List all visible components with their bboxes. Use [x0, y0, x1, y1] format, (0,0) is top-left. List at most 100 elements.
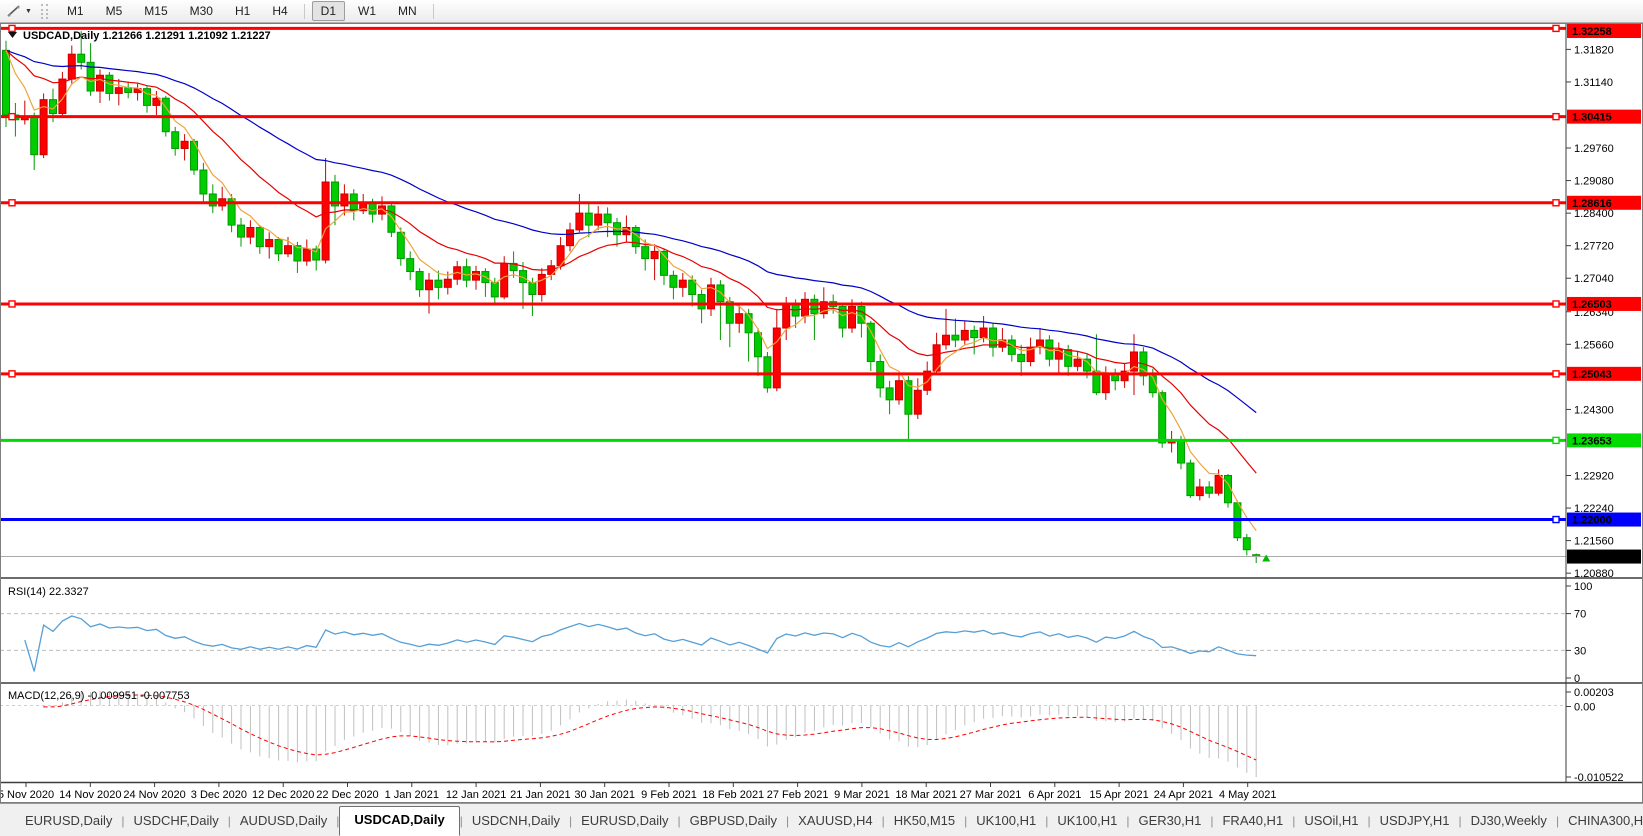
candle-body: [152, 97, 161, 106]
candle-body: [960, 329, 969, 341]
tab-xauusd-h4[interactable]: XAUUSD,H4: [798, 813, 873, 828]
tab-audusd-daily[interactable]: AUDUSD,Daily: [239, 813, 328, 828]
tab-usdjpy-h1[interactable]: USDJPY,H1: [1379, 813, 1450, 828]
candle-body: [227, 198, 236, 226]
tab-hk50-m15[interactable]: HK50,M15: [893, 813, 956, 828]
timeframe-button-h1[interactable]: H1: [234, 4, 251, 18]
tab-separator: |: [1210, 814, 1214, 828]
line-handle[interactable]: [8, 199, 16, 207]
line-price-label: 1.30415: [1572, 112, 1612, 124]
tab-uk100-h1[interactable]: UK100,H1: [976, 813, 1037, 828]
candle-body: [697, 294, 706, 310]
candle-body: [810, 298, 819, 315]
candle-body: [584, 212, 593, 226]
candle-body: [782, 303, 791, 329]
date-tick-label: 5 Nov 2020: [0, 789, 54, 801]
price-tick-label: 1.25660: [1574, 339, 1614, 351]
chart-canvas[interactable]: 1.31820 1.31140 1.29760 1.29080 1.28400 1.277…: [0, 23, 1643, 803]
date-tick-label: 24 Apr 2021: [1154, 789, 1213, 801]
candle-body: [1054, 349, 1063, 360]
price-tick-label: 1.27720: [1574, 241, 1614, 253]
horizontal-level-lines[interactable]: [0, 24, 1566, 524]
timeframe-button-m1[interactable]: M1: [66, 4, 84, 18]
timeframe-button-d1[interactable]: D1: [311, 1, 345, 21]
crosshair-cursor-icon[interactable]: [4, 3, 24, 20]
timeframe-button-h4[interactable]: H4: [272, 4, 288, 18]
date-tick-label: 4 May 2021: [1219, 789, 1276, 801]
timeframe-button-m15[interactable]: M15: [144, 4, 168, 18]
date-tick-label: 27 Mar 2021: [960, 789, 1022, 801]
price-tick-label: 1.21560: [1574, 536, 1614, 548]
price-tick-label: 1.29760: [1574, 143, 1614, 155]
line-handle[interactable]: [8, 112, 16, 121]
ma-fast: [5, 50, 1257, 531]
line-handle[interactable]: [1552, 112, 1560, 121]
candle-body: [415, 271, 424, 291]
line-price-label: 1.22000: [1572, 515, 1612, 527]
tab-eurusd-daily[interactable]: EURUSD,Daily: [25, 813, 113, 828]
candle-body: [669, 274, 678, 288]
ma-mid: [5, 49, 1257, 474]
candle-body: [274, 238, 283, 255]
timeframe-button-mn[interactable]: MN: [398, 4, 417, 18]
tab-separator: |: [1126, 814, 1130, 828]
date-tick-label: 12 Dec 2020: [252, 789, 314, 801]
date-tick-label: 1 Jan 2021: [385, 789, 439, 801]
timeframe-button-m30[interactable]: M30: [189, 4, 213, 18]
line-handle[interactable]: [1552, 515, 1560, 524]
candle-body: [1073, 358, 1082, 367]
candle-body: [725, 301, 734, 324]
price-tick-label: 1.20880: [1574, 568, 1614, 580]
tab-separator: |: [1292, 814, 1296, 828]
tab-eurusd-daily[interactable]: EURUSD,Daily: [581, 813, 669, 828]
tab-gbpusd-daily[interactable]: GBPUSD,Daily: [689, 813, 778, 828]
candle-body: [312, 248, 321, 261]
candle-body: [1158, 392, 1167, 444]
candle-body: [528, 282, 537, 296]
candle-body: [1120, 370, 1129, 382]
candle-body: [321, 181, 330, 261]
price-tick-label: 1.28400: [1574, 208, 1614, 220]
date-tick-label: 21 Jan 2021: [510, 789, 571, 801]
candle-body: [96, 74, 104, 92]
line-handle[interactable]: [8, 300, 16, 308]
tab-dj30-weekly[interactable]: DJ30,Weekly: [1470, 813, 1547, 828]
price-chart-svg[interactable]: 1.31820 1.31140 1.29760 1.29080 1.28400 1.277…: [0, 23, 1643, 803]
symbol-dropdown-icon[interactable]: [8, 32, 17, 38]
line-handle[interactable]: [1552, 436, 1560, 445]
line-handle[interactable]: [1552, 370, 1560, 378]
price-arrow-icon: [1262, 554, 1271, 562]
timeframe-button-w1[interactable]: W1: [358, 4, 376, 18]
candle-body: [1195, 486, 1204, 497]
line-handle[interactable]: [1552, 300, 1560, 308]
tab-uk100-h1[interactable]: UK100,H1: [1057, 813, 1118, 828]
line-handle[interactable]: [1552, 199, 1560, 207]
rsi-scale-label: 100: [1574, 581, 1592, 593]
tab-usdcad-daily[interactable]: USDCAD,Daily: [339, 806, 460, 836]
date-tick-label: 9 Feb 2021: [641, 789, 697, 801]
candle-body: [951, 334, 960, 341]
candle-body: [443, 278, 452, 288]
tab-usdchf-daily[interactable]: USDCHF,Daily: [133, 813, 219, 828]
candle-body: [735, 313, 744, 324]
line-handle[interactable]: [1552, 24, 1560, 33]
date-tick-label: 24 Nov 2020: [123, 789, 185, 801]
rsi-scale-label: 0: [1574, 673, 1580, 685]
tab-usoil-h1[interactable]: USOil,H1: [1304, 813, 1359, 828]
timeframe-button-m5[interactable]: M5: [105, 4, 123, 18]
candle-body: [763, 356, 772, 389]
date-tick-label: 30 Jan 2021: [574, 789, 635, 801]
line-handle[interactable]: [8, 370, 16, 378]
date-tick-label: 18 Mar 2021: [895, 789, 957, 801]
candle-body: [1242, 537, 1251, 551]
chevron-down-icon[interactable]: ▼: [25, 7, 32, 15]
candle-body: [537, 273, 546, 296]
tab-china300-h1[interactable]: CHINA300,H1: [1568, 813, 1643, 828]
line-handle[interactable]: [8, 24, 16, 33]
tab-ger30-h1[interactable]: GER30,H1: [1138, 813, 1202, 828]
candle-body: [848, 305, 856, 329]
tab-usdcnh-daily[interactable]: USDCNH,Daily: [471, 813, 560, 828]
tab-fra40-h1[interactable]: FRA40,H1: [1222, 813, 1284, 828]
candle-body: [462, 266, 471, 281]
